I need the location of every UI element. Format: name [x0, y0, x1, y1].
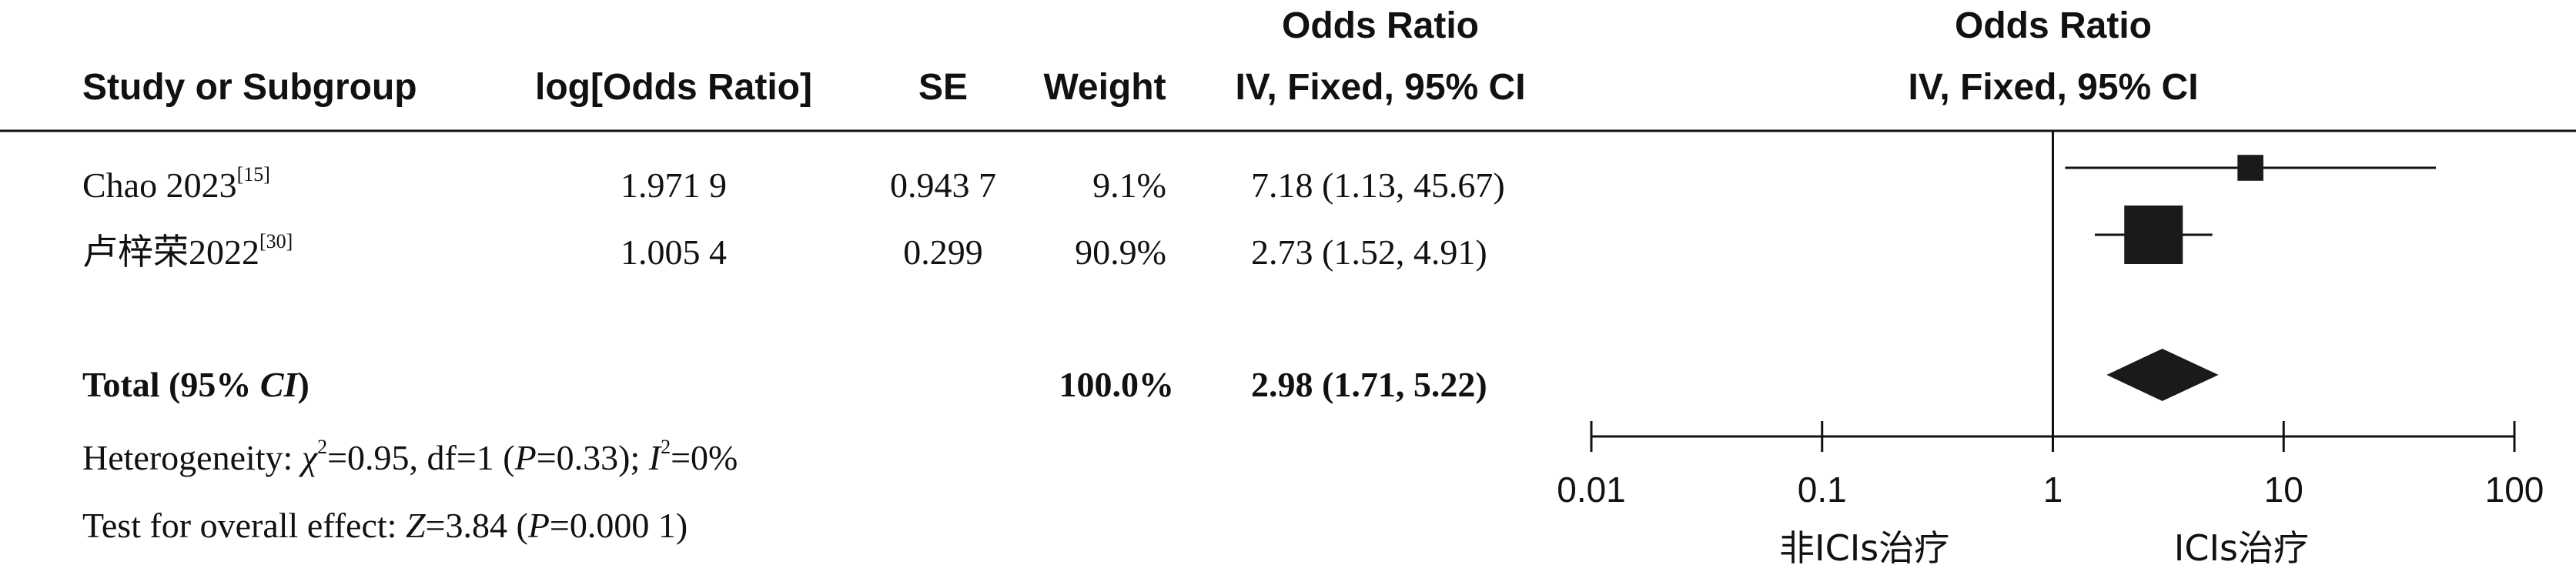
- header-study: Study or Subgroup: [82, 67, 417, 108]
- header-weight: Weight: [1043, 67, 1166, 108]
- heterogeneity-text: Heterogeneity: χ2=0.95, df=1 (P=0.33); I…: [82, 436, 738, 477]
- study-ci-1: 7.18 (1.13, 45.67): [1251, 165, 1505, 205]
- study-weight-2: 90.9%: [1075, 232, 1166, 272]
- total-diamond: [2106, 349, 2219, 401]
- total-ci: 2.98 (1.71, 5.22): [1251, 365, 1487, 404]
- x-tick-label-1: 0.1: [1798, 470, 1847, 510]
- study-marker-1: [2237, 155, 2263, 181]
- x-tick-label-4: 100: [2485, 470, 2544, 510]
- study-logor-1: 1.971 9: [621, 165, 727, 205]
- study-ci-2: 2.73 (1.52, 4.91): [1251, 232, 1487, 272]
- study-marker-2: [2124, 206, 2183, 264]
- study-name-2: 卢梓荣2022[30]: [82, 230, 293, 272]
- study-weight-1: 9.1%: [1092, 165, 1166, 205]
- study-name-1: Chao 2023[15]: [82, 163, 270, 205]
- x-tick-label-0: 0.01: [1557, 470, 1626, 510]
- plot-title: Odds Ratio: [1954, 5, 2153, 46]
- x-tick-label-2: 1: [2043, 470, 2063, 510]
- favours-left-label: 非ICIs治疗: [1779, 527, 1949, 569]
- x-tick-label-3: 10: [2264, 470, 2303, 510]
- overall-effect-text: Test for overall effect: Z=3.84 (P=0.000…: [82, 506, 688, 545]
- study-se-1: 0.943 7: [890, 165, 996, 205]
- study-se-2: 0.299: [903, 232, 983, 272]
- plot-method: IV, Fixed, 95% CI: [1908, 67, 2199, 108]
- total-label: Total (95% CI): [82, 365, 309, 404]
- total-weight: 100.0%: [1059, 365, 1175, 404]
- header-se: SE: [918, 67, 969, 108]
- study-logor-2: 1.005 4: [621, 232, 727, 272]
- header-or-method: IV, Fixed, 95% CI: [1235, 67, 1526, 108]
- header-logor: log[Odds Ratio]: [535, 67, 812, 108]
- header-or-title: Odds Ratio: [1281, 5, 1480, 46]
- favours-right-label: ICIs治疗: [2174, 527, 2309, 569]
